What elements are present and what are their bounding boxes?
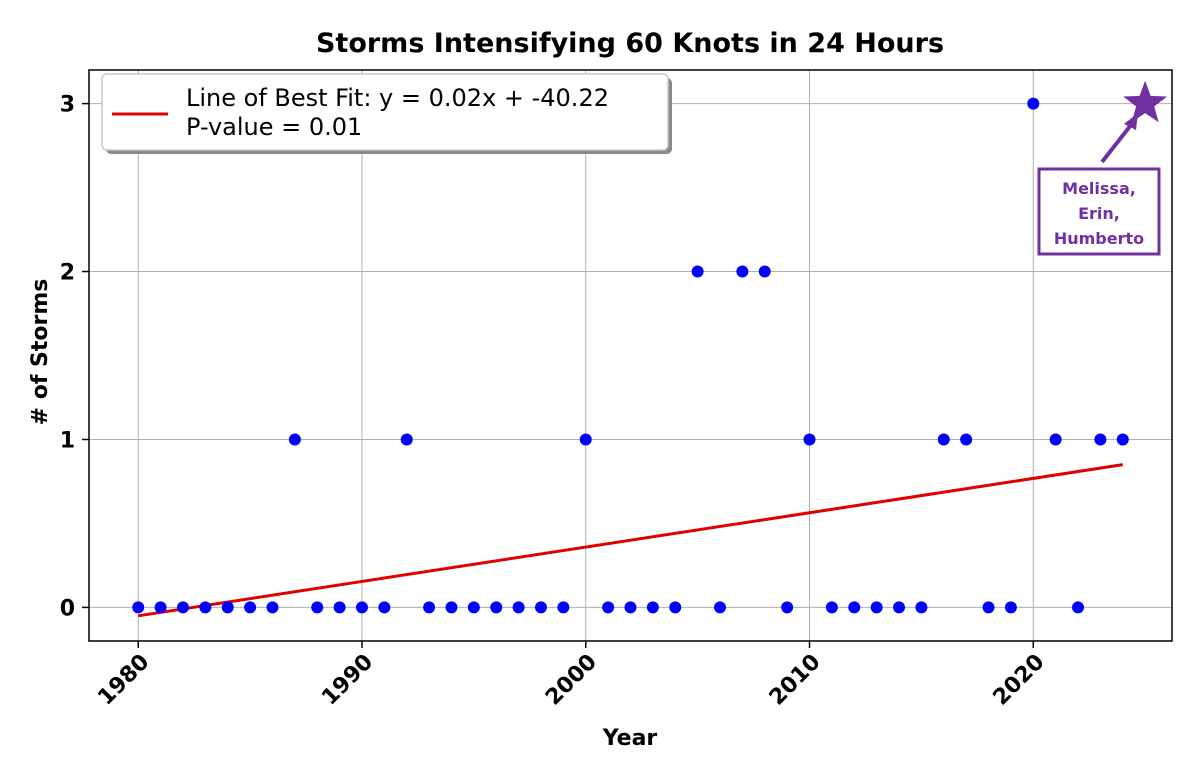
data-point	[154, 601, 167, 614]
data-point	[400, 433, 413, 446]
data-point	[758, 265, 771, 278]
x-tick-label: 2020	[989, 650, 1050, 711]
data-point	[244, 601, 257, 614]
annotation-line-3: Humberto	[1054, 229, 1144, 248]
data-point	[848, 601, 861, 614]
grid-lines	[89, 70, 1172, 641]
legend-box	[101, 73, 669, 151]
data-point	[714, 601, 727, 614]
chart-title: Storms Intensifying 60 Knots in 24 Hours	[316, 28, 944, 59]
data-point	[1004, 601, 1017, 614]
axis-ticks: 1980 1990 2000 2010 2020 0 1 2 3	[60, 93, 1050, 711]
annotation-arrow	[1100, 123, 1133, 164]
data-point	[445, 601, 458, 614]
data-point	[490, 601, 503, 614]
annotation-line-1: Melissa,	[1062, 179, 1136, 198]
highlight-star-icon	[1123, 80, 1167, 123]
y-tick-label: 3	[60, 93, 75, 118]
fit-line	[137, 463, 1124, 618]
data-point	[691, 265, 704, 278]
data-point	[736, 265, 749, 278]
x-tick-label: 2010	[765, 650, 826, 711]
annotation-line-2: Erin,	[1078, 204, 1120, 223]
data-point	[1094, 433, 1107, 446]
data-point	[937, 433, 950, 446]
data-point	[221, 601, 234, 614]
y-tick-label: 0	[60, 596, 75, 621]
data-point	[266, 601, 279, 614]
fit-line-layer	[137, 463, 1124, 618]
data-point	[378, 601, 391, 614]
storm-annotation: Melissa, Erin, Humberto	[1037, 113, 1161, 256]
data-point	[311, 601, 324, 614]
data-point	[512, 601, 525, 614]
data-point	[423, 601, 436, 614]
y-axis-label: # of Storms	[28, 279, 53, 426]
data-point	[132, 601, 145, 614]
data-points	[132, 97, 1129, 614]
data-point	[602, 601, 615, 614]
x-tick-label: 1980	[93, 650, 154, 711]
data-point	[1072, 601, 1085, 614]
data-point	[176, 601, 189, 614]
data-point	[893, 601, 906, 614]
data-point	[199, 601, 212, 614]
data-point	[803, 433, 816, 446]
data-point	[624, 601, 637, 614]
data-point	[534, 601, 547, 614]
data-point	[915, 601, 928, 614]
x-axis-label: Year	[602, 726, 658, 751]
plot-frame	[88, 69, 1173, 642]
data-point	[1116, 433, 1129, 446]
data-point	[870, 601, 883, 614]
x-tick-label: 2000	[541, 650, 602, 711]
data-point	[557, 601, 570, 614]
data-point	[1027, 97, 1040, 110]
data-point	[467, 601, 480, 614]
annotation-box	[1037, 167, 1161, 256]
data-point	[1049, 433, 1062, 446]
data-point	[669, 601, 682, 614]
data-point	[825, 601, 838, 614]
y-tick-label: 2	[60, 261, 75, 286]
legend-fit-label: Line of Best Fit: y = 0.02x + -40.22	[186, 84, 609, 112]
data-point	[355, 601, 368, 614]
y-tick-label: 1	[60, 428, 75, 453]
legend-pvalue-label: P-value = 0.01	[186, 113, 362, 141]
data-point	[333, 601, 346, 614]
data-point	[579, 433, 592, 446]
x-tick-label: 1990	[317, 650, 378, 711]
data-point	[960, 433, 973, 446]
data-point	[646, 601, 659, 614]
legend: Line of Best Fit: y = 0.02x + -40.22 P-v…	[101, 73, 672, 154]
data-point	[781, 601, 794, 614]
data-point	[982, 601, 995, 614]
data-point	[288, 433, 301, 446]
